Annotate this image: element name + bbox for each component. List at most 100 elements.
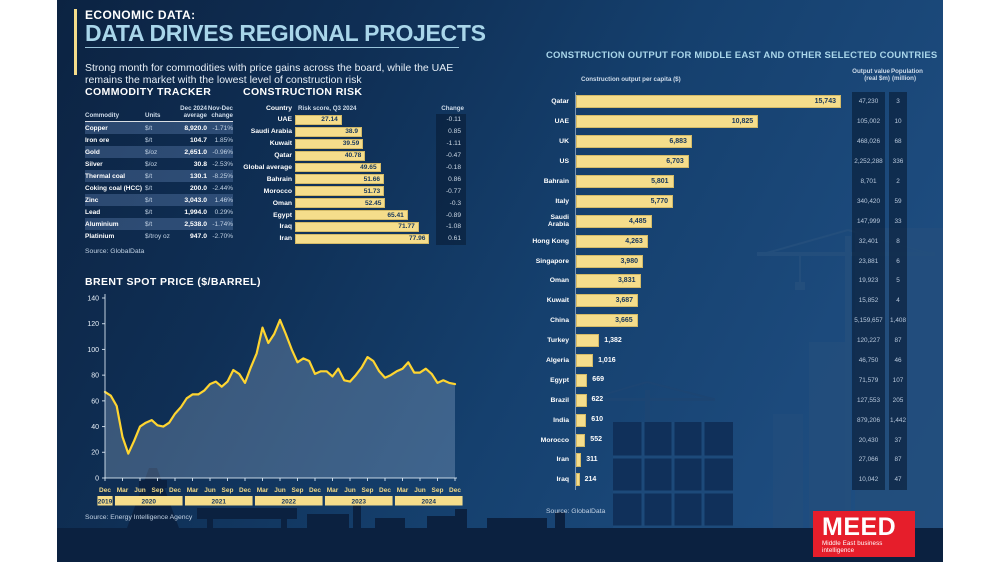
output-bar: 4,485 xyxy=(576,214,652,228)
commodity-units: $/oz xyxy=(145,160,158,168)
risk-bar: 65.41 xyxy=(295,210,408,221)
risk-score-value: 49.65 xyxy=(360,164,377,171)
col-dec-average: Dec 2024 average xyxy=(180,105,207,120)
output-bar-field: 3,980 xyxy=(575,251,841,272)
x-tick-label: Mar xyxy=(397,487,409,494)
output-country-label: Egypt xyxy=(550,376,569,384)
output-per-capita-value: 610 xyxy=(591,416,603,424)
risk-bar-field: 51.66 xyxy=(295,173,433,185)
x-tick-label: Sep xyxy=(222,487,234,494)
commodity-row: Copper $/t 8,920.0 -1.71% xyxy=(85,122,233,135)
risk-country-label: Morocco xyxy=(263,187,292,195)
output-country-label: India xyxy=(553,416,569,424)
population-cell: 87 xyxy=(889,330,907,351)
population-cell: 10 xyxy=(889,111,907,132)
population-cell: 46 xyxy=(889,350,907,371)
output-per-capita-value: 552 xyxy=(590,436,602,444)
x-tick-label: Jun xyxy=(344,487,356,494)
output-per-capita-value: 4,263 xyxy=(625,237,643,245)
y-tick-label: 60 xyxy=(91,398,99,405)
output-per-capita-value: 214 xyxy=(584,475,597,483)
commodity-name: Aluminium xyxy=(85,220,119,228)
commodity-source: Source: GlobalData xyxy=(85,248,145,256)
output-bar xyxy=(576,353,594,368)
output-country-label: Bahrain xyxy=(543,178,569,185)
col-population: Population (million) xyxy=(891,68,923,83)
x-tick-label: Dec xyxy=(309,487,321,494)
commodity-average: 8,920.0 xyxy=(184,124,207,132)
commodity-row: Platinium $/troy oz 947.0 -2.70% xyxy=(85,230,233,242)
output-bar-field: 214 xyxy=(575,469,841,490)
output-row: UAE 10,825 105,002 10 xyxy=(531,111,923,132)
year-badge xyxy=(254,496,323,506)
commodity-average: 104.7 xyxy=(189,136,207,144)
x-tick-label: Mar xyxy=(117,487,129,494)
commodity-name: Zinc xyxy=(85,196,99,204)
brent-line-chart: 0 20 40 60 80 100 120 140 Dec Mar Jun Sep Dec Mar Jun S… xyxy=(87,294,463,506)
output-row: China 3,665 5,159,657 1,408 xyxy=(531,310,923,331)
output-bar: 3,831 xyxy=(576,274,641,288)
output-per-capita-value: 669 xyxy=(592,376,604,384)
risk-change-value: -0.18 xyxy=(436,161,466,174)
commodity-row: Silver $/oz 30.8 -2.53% xyxy=(85,158,233,170)
output-country-label: Morocco xyxy=(540,436,569,444)
output-bar: 15,743 xyxy=(576,95,841,109)
output-country-label: Saudi Arabia xyxy=(547,214,569,229)
y-tick-label: 140 xyxy=(87,295,99,302)
construction-risk-title: CONSTRUCTION RISK xyxy=(243,86,363,98)
risk-bar: 71.77 xyxy=(295,222,419,232)
title-underline xyxy=(85,47,459,48)
output-country-label: Italy xyxy=(555,197,569,205)
risk-change-value: -0.89 xyxy=(436,209,466,222)
x-tick-label: Jun xyxy=(134,487,146,494)
output-value-cell: 32,401 xyxy=(852,231,885,252)
commodity-units: $/t xyxy=(145,220,153,228)
population-cell: 37 xyxy=(889,430,907,451)
risk-country-label: Saudi Arabia xyxy=(250,128,292,136)
output-bar: 3,687 xyxy=(576,294,639,308)
output-country-label: Brazil xyxy=(550,396,569,404)
output-value-cell: 47,230 xyxy=(852,92,885,112)
output-per-capita-value: 15,743 xyxy=(814,98,836,106)
output-row: Egypt 669 71,579 107 xyxy=(531,370,923,391)
output-row: Saudi Arabia 4,485 147,999 33 xyxy=(531,211,923,232)
risk-change-value: 0.86 xyxy=(436,173,466,186)
commodity-units: $/t xyxy=(145,208,153,216)
output-bar xyxy=(576,393,587,407)
output-bar-field: 1,016 xyxy=(575,350,841,371)
risk-row: Iran 77.96 0.61 xyxy=(243,232,473,245)
output-bar-field: 552 xyxy=(575,430,841,451)
output-bar: 5,801 xyxy=(576,174,674,189)
risk-score-value: 27.14 xyxy=(321,116,338,124)
output-value-cell: 8,701 xyxy=(852,171,885,192)
output-bar: 10,825 xyxy=(576,115,759,129)
construction-skyline-silhouette xyxy=(57,228,943,562)
risk-change-value: -1.11 xyxy=(436,137,466,150)
output-bar-field: 5,801 xyxy=(575,171,841,192)
year-badge xyxy=(184,496,253,506)
output-value-cell: 105,002 xyxy=(852,111,885,132)
output-row: Singapore 3,980 23,881 6 xyxy=(531,251,923,272)
output-value-cell: 2,252,288 xyxy=(852,151,885,172)
commodity-name: Gold xyxy=(85,148,100,156)
output-source: Source: GlobalData xyxy=(546,508,606,515)
construction-output-title: CONSTRUCTION OUTPUT FOR MIDDLE EAST AND … xyxy=(546,50,938,61)
risk-bar: 51.73 xyxy=(295,186,385,197)
risk-bars: UAE 27.14 -0.11 Saudi Arabia 38.9 0.85 Kuwait 3… xyxy=(243,114,473,245)
commodity-name: Lead xyxy=(85,208,101,216)
x-tick-label: Jun xyxy=(274,487,286,494)
brent-source: Source: Energy Intelligence Agency xyxy=(85,514,193,521)
commodity-average: 3,043.0 xyxy=(184,196,207,204)
output-country-label: Hong Kong xyxy=(532,237,569,245)
output-per-capita-value: 5,801 xyxy=(651,178,669,185)
risk-bar: 49.65 xyxy=(295,162,381,173)
y-tick-label: 20 xyxy=(91,450,99,457)
risk-col-score: Risk score, Q3 2024 xyxy=(298,105,357,112)
output-bar-field: 3,665 xyxy=(575,310,841,331)
output-bar-field: 5,770 xyxy=(575,191,841,212)
output-bar xyxy=(576,334,600,348)
x-tick-label: Sep xyxy=(362,487,374,494)
output-country-label: Algeria xyxy=(545,357,569,365)
output-row: Hong Kong 4,263 32,401 8 xyxy=(531,231,923,252)
